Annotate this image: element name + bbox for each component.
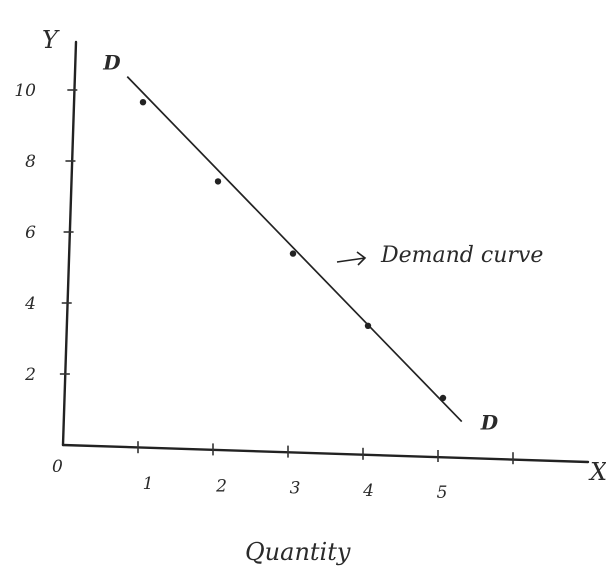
annotation-arrow-shaft [336, 257, 366, 263]
demand-point [214, 178, 222, 185]
demand-point [289, 250, 297, 257]
demand-start-label: D [102, 51, 121, 75]
demand-curve-label: Demand curve [380, 243, 543, 268]
x-axis-title: Quantity [245, 538, 351, 566]
annotation-arrow-head [356, 251, 367, 266]
x-tick-label: 4 [362, 481, 374, 501]
demand-points [139, 99, 447, 402]
demand-end-label: D [480, 411, 499, 435]
demand-point [439, 394, 447, 402]
demand-point [139, 99, 147, 106]
y-tick-label: 10 [14, 81, 36, 101]
x-axis [61, 443, 590, 464]
y-axis-label: Y [42, 26, 60, 54]
x-tick-label: 3 [290, 479, 301, 499]
y-tick-label: 2 [24, 365, 36, 385]
x-axis-end-label: X [588, 458, 606, 486]
y-tick-label: 4 [24, 294, 36, 314]
y-axis-ticks: 2 4 6 8 10 [14, 81, 78, 385]
y-tick-label: 6 [25, 223, 36, 243]
y-tick-label: 8 [25, 152, 36, 172]
x-axis-ticks: 1 2 3 4 5 [137, 441, 514, 503]
demand-point [364, 322, 372, 329]
x-tick-label: 5 [437, 483, 448, 503]
x-tick-label: 1 [143, 474, 154, 494]
curve-annotation: Demand curve [336, 243, 543, 268]
origin-label: 0 [52, 457, 63, 477]
x-tick-label: 2 [215, 476, 227, 496]
demand-curve-line [126, 76, 463, 423]
y-axis [61, 40, 78, 447]
